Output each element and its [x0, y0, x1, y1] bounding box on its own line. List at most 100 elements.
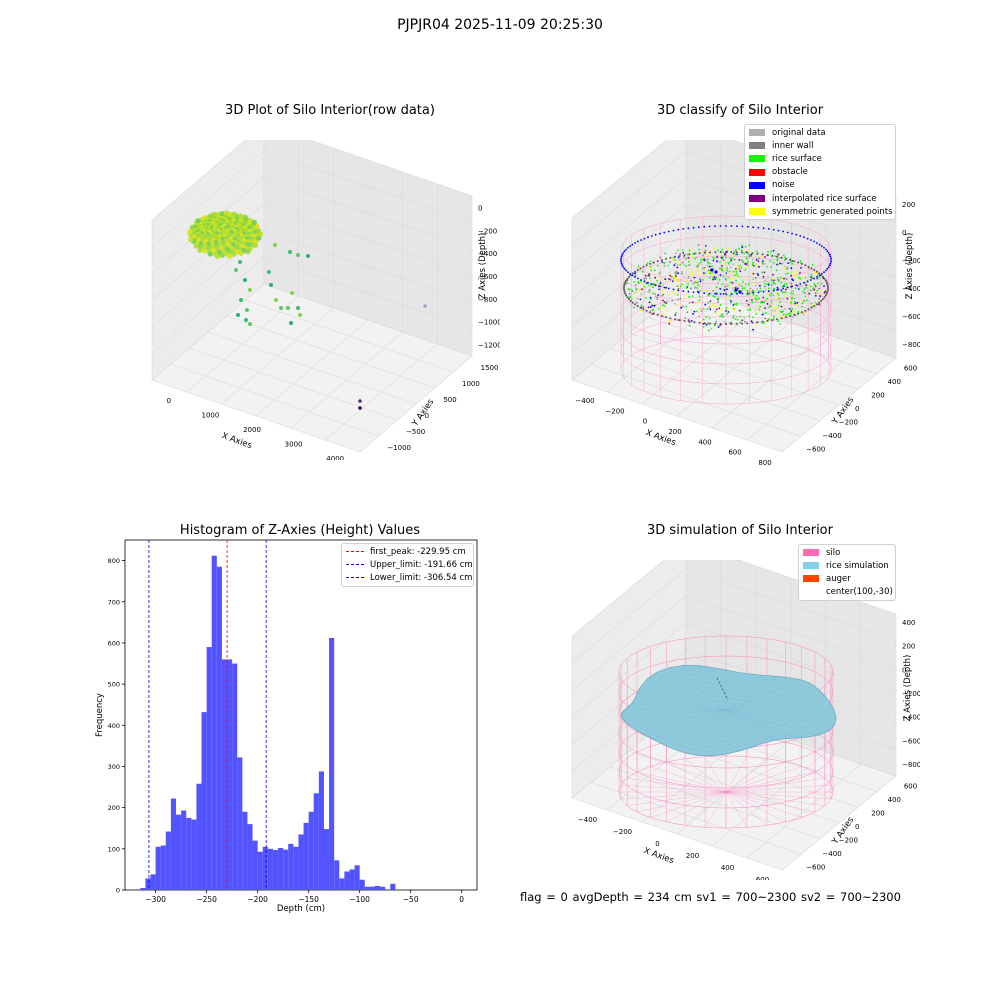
legend-swatch [749, 195, 765, 203]
data-point [778, 297, 780, 300]
data-point [726, 308, 729, 310]
data-point [713, 276, 716, 278]
data-point [777, 278, 780, 281]
data-point [744, 263, 746, 265]
panel2-legend: original data inner wall rice surface ob… [744, 124, 896, 221]
data-point [634, 292, 637, 294]
data-point [814, 294, 817, 297]
grid-line [571, 204, 687, 300]
data-point [688, 296, 690, 298]
data-point [731, 281, 734, 284]
histogram-bar [374, 885, 381, 890]
data-point [731, 257, 734, 260]
data-point [766, 266, 769, 268]
data-point [684, 257, 687, 260]
data-point [826, 267, 829, 270]
grid-line [666, 301, 878, 374]
histogram-bar [334, 860, 340, 890]
data-point [720, 268, 723, 271]
y-tick-label: 400 [108, 722, 120, 730]
silo-spoke [725, 791, 748, 828]
data-point [774, 282, 777, 285]
data-point [810, 267, 813, 270]
data-point [712, 259, 715, 262]
data-point [746, 251, 749, 254]
data-point [732, 273, 735, 276]
data-point [742, 283, 745, 286]
silo-spoke [627, 791, 727, 806]
data-point [813, 272, 815, 274]
data-point [772, 249, 775, 252]
data-point [756, 252, 759, 255]
data-point [799, 260, 802, 263]
data-point [756, 250, 758, 253]
data-point [652, 261, 655, 264]
data-point [729, 266, 732, 269]
data-point [635, 287, 637, 290]
x-tick-label: 600 [728, 449, 741, 457]
data-point [734, 303, 736, 306]
data-point [821, 245, 823, 248]
data-point [735, 249, 737, 252]
data-point [806, 237, 809, 240]
data-point [707, 254, 710, 257]
histogram-y-ticks: 0 100 200 300 400 500 600 700 800 [108, 557, 125, 895]
data-point [672, 229, 675, 232]
data-point [747, 309, 749, 311]
data-point [800, 267, 802, 269]
silo-spoke [725, 758, 768, 793]
data-point [746, 289, 749, 292]
data-point [664, 278, 667, 281]
histogram-bar [160, 845, 166, 890]
data-point [714, 270, 718, 274]
data-point [738, 247, 740, 250]
data-point [744, 245, 747, 248]
data-point [629, 274, 632, 277]
data-point [721, 248, 723, 251]
data-point [623, 283, 626, 286]
data-point [624, 292, 627, 295]
data-point [761, 271, 764, 274]
data-point [709, 262, 712, 265]
legend-item: Lower_limit: -306.54 cm [342, 571, 473, 584]
x-tick-label: −200 [247, 895, 268, 904]
panel2-x-ticks: −400 −200 0 200 400 600 800 [575, 397, 771, 465]
data-point [675, 270, 678, 273]
data-point [628, 292, 631, 295]
data-point [656, 298, 659, 300]
data-point [654, 293, 657, 295]
data-point [629, 245, 631, 248]
data-point [687, 276, 690, 278]
data-point [774, 309, 776, 312]
data-point [738, 309, 741, 312]
data-point [211, 211, 218, 217]
data-point [739, 321, 742, 324]
data-point [669, 278, 672, 281]
data-point [674, 318, 676, 321]
data-point [681, 283, 684, 286]
data-point [766, 298, 768, 300]
data-point [676, 318, 679, 321]
data-point [776, 255, 778, 258]
data-point [751, 321, 754, 324]
data-point [656, 260, 659, 263]
x-tick-label: −100 [349, 895, 370, 904]
data-point [667, 230, 670, 233]
data-point [757, 260, 760, 263]
data-point [781, 277, 784, 280]
data-point [732, 252, 735, 255]
data-point [682, 305, 684, 308]
data-point [720, 256, 723, 259]
data-point [751, 301, 754, 304]
data-point [798, 276, 800, 279]
data-point [784, 273, 787, 275]
data-point [814, 301, 816, 304]
y-tick-label: 600 [904, 365, 917, 373]
data-point [752, 278, 754, 281]
data-point [809, 289, 812, 292]
data-point [677, 280, 680, 283]
histogram-bar [329, 638, 335, 890]
data-point [820, 274, 823, 277]
data-point [636, 301, 638, 304]
